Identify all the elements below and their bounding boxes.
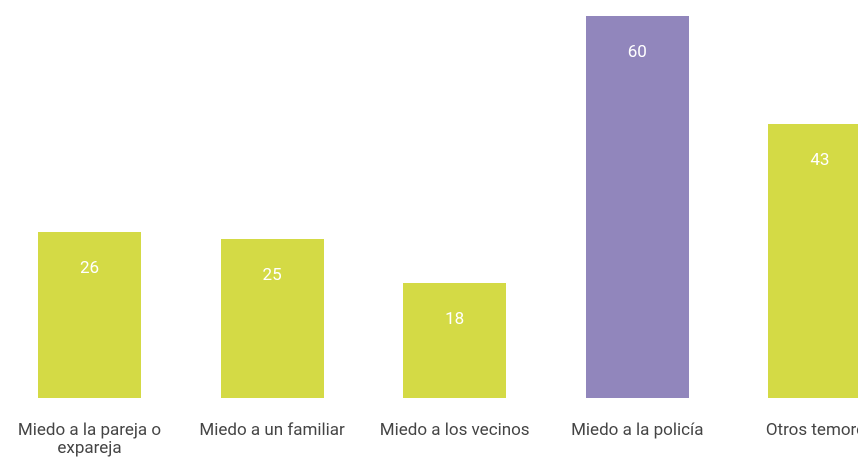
bar: 18 — [403, 283, 507, 398]
category-label: Miedo a la policía — [571, 420, 704, 440]
bar: 25 — [220, 238, 324, 398]
category-label: Miedo a los vecinos — [379, 420, 530, 440]
bar: 26 — [38, 232, 141, 398]
category-label: Otros temores — [765, 420, 858, 440]
value-label: 26 — [79, 258, 100, 279]
category-label: Miedo a un familiar — [199, 420, 345, 440]
category-label: Miedo a la pareja o expareja — [17, 420, 162, 458]
value-label: 60 — [627, 42, 647, 62]
value-label: 43 — [810, 150, 830, 171]
value-label: 18 — [445, 309, 465, 330]
value-label: 25 — [262, 264, 282, 285]
bar: 60 — [585, 16, 689, 398]
bar: 43 — [768, 124, 858, 398]
